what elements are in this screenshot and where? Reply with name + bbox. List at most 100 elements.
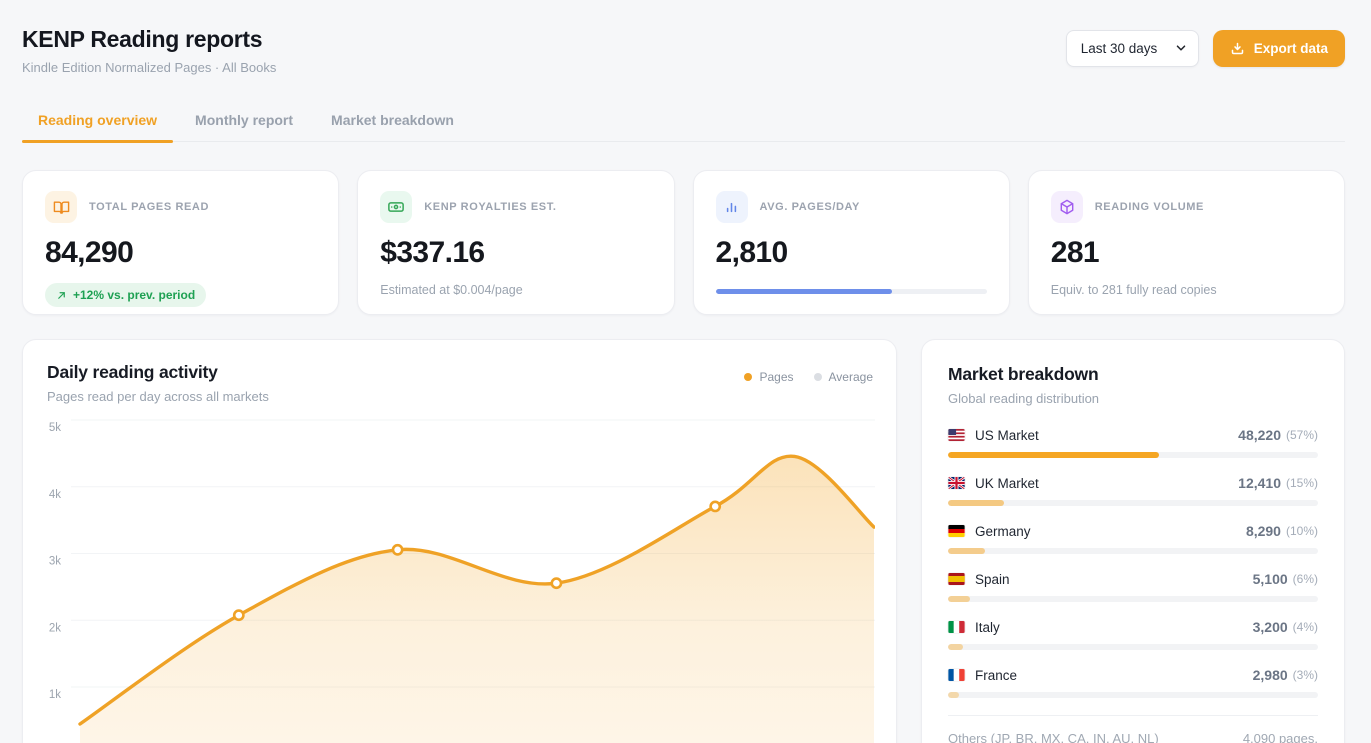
market-row-germany: Germany 8,290 (10%) <box>948 523 1318 554</box>
tab-reading-overview[interactable]: Reading overview <box>22 102 174 143</box>
export-button-label: Export data <box>1253 41 1328 56</box>
market-bar-fill <box>948 500 1004 506</box>
market-value: 8,290 <box>1245 523 1281 539</box>
market-value: 2,980 <box>1252 667 1288 683</box>
market-name: Spain <box>975 571 1010 587</box>
market-pct: (4%) <box>1292 620 1318 634</box>
market-pct: (10%) <box>1285 524 1318 538</box>
stat-value: 84,290 <box>45 236 134 269</box>
svg-text:4k: 4k <box>49 489 61 501</box>
market-row-uk: UK Market 12,410 (15%) <box>948 475 1318 506</box>
avg-pages-progress-track <box>715 289 987 294</box>
stat-label: READING VOLUME <box>1094 201 1204 213</box>
pages-data-markers <box>232 500 722 622</box>
market-bar-track <box>948 644 1318 650</box>
market-bar-track <box>948 692 1318 698</box>
cube-icon <box>1050 191 1083 223</box>
market-breakdown-panel: Market breakdown Global reading distribu… <box>921 339 1345 743</box>
market-row-spain: Spain 5,100 (6%) <box>948 571 1318 602</box>
chart-subtitle: Pages read per day across all markets <box>47 389 269 404</box>
market-pct: (3%) <box>1292 668 1318 682</box>
period-select-wrap: Last 30 days <box>1065 30 1199 67</box>
market-value: 3,200 <box>1252 619 1288 635</box>
flag-us-icon <box>948 429 965 441</box>
legend-dot-pages <box>744 373 753 381</box>
daily-chart-svg: 5k 4k 3k 2k 1k <box>49 419 876 743</box>
market-bar-fill <box>948 644 963 650</box>
market-others-row: Others (JP, BR, MX, CA, IN, AU, NL) 4,09… <box>948 715 1318 743</box>
stat-cards: TOTAL PAGES READ 84,290 +12% vs. prev. p… <box>22 170 1345 315</box>
market-name: France <box>975 667 1018 683</box>
legend-item-average[interactable]: Average <box>813 370 873 384</box>
daily-reading-activity-panel: Daily reading activity Pages read per da… <box>22 339 897 743</box>
market-bar-fill <box>948 452 1159 458</box>
stat-value: 281 <box>1050 236 1100 269</box>
stat-value: 2,810 <box>715 236 789 269</box>
flag-it-icon <box>948 621 965 633</box>
market-value: 5,100 <box>1252 571 1288 587</box>
market-subtitle: Global reading distribution <box>948 391 1100 406</box>
stat-card-reading-volume: READING VOLUME 281 Equiv. to 281 fully r… <box>1027 170 1345 315</box>
page-header: KENP Reading reports Kindle Edition Norm… <box>22 0 1345 75</box>
trend-badge-label: +12% vs. prev. period <box>73 288 196 302</box>
stat-subtext: Estimated at $0.004/page <box>380 283 523 297</box>
market-title: Market breakdown <box>948 364 1099 384</box>
pages-area-fill <box>80 456 874 743</box>
tab-monthly-report[interactable]: Monthly report <box>195 112 294 128</box>
others-label: Others (JP, BR, MX, CA, IN, AU, NL) <box>948 731 1159 743</box>
book-open-icon <box>45 191 77 223</box>
legend-label: Pages <box>759 370 794 384</box>
market-bar-track <box>948 548 1318 554</box>
market-name: Germany <box>975 523 1031 539</box>
market-bar-track <box>948 596 1318 602</box>
market-name: Italy <box>975 619 1000 635</box>
period-select[interactable]: Last 30 days <box>1065 30 1199 67</box>
market-pct: (6%) <box>1292 572 1318 586</box>
bar-chart-icon <box>715 191 748 223</box>
stat-value: $337.16 <box>380 236 485 269</box>
stat-card-avg-pages: AVG. PAGES/DAY 2,810 <box>692 170 1010 315</box>
market-name: US Market <box>975 427 1039 443</box>
tab-bar: Reading overview Monthly report Market b… <box>22 102 1345 143</box>
stat-card-royalties: KENP ROYALTIES EST. $337.16 Estimated at… <box>357 170 675 315</box>
market-pct: (15%) <box>1285 476 1318 490</box>
export-data-button[interactable]: Export data <box>1212 30 1345 67</box>
flag-de-icon <box>948 525 965 537</box>
market-bar-track <box>948 452 1318 458</box>
svg-text:5k: 5k <box>49 422 61 434</box>
stat-subtext: Equiv. to 281 fully read copies <box>1050 283 1217 297</box>
market-name: UK Market <box>975 475 1039 491</box>
tab-market-breakdown[interactable]: Market breakdown <box>331 112 454 128</box>
market-row-italy: Italy 3,200 (4%) <box>948 619 1318 650</box>
page-title: KENP Reading reports <box>22 26 263 52</box>
stat-card-total-pages: TOTAL PAGES READ 84,290 +12% vs. prev. p… <box>22 170 340 315</box>
market-bar-fill <box>948 596 971 602</box>
stat-label: AVG. PAGES/DAY <box>759 201 860 213</box>
trend-badge: +12% vs. prev. period <box>45 283 207 307</box>
market-bar-fill <box>948 548 985 554</box>
svg-text:3k: 3k <box>49 556 61 568</box>
market-bar-track <box>948 500 1318 506</box>
market-value: 48,220 <box>1238 427 1281 443</box>
flag-fr-icon <box>948 669 965 681</box>
avg-pages-progress-fill <box>715 289 892 294</box>
legend-item-pages[interactable]: Pages <box>744 370 794 384</box>
main-content: Daily reading activity Pages read per da… <box>22 339 1345 743</box>
arrow-up-right-icon <box>58 291 65 299</box>
market-pct: (57%) <box>1285 428 1318 442</box>
banknote-icon <box>380 191 413 223</box>
legend-dot-average <box>813 373 822 381</box>
stat-label: KENP ROYALTIES EST. <box>424 201 557 213</box>
chart-legend: Pages Average <box>744 370 873 384</box>
chart-title: Daily reading activity <box>47 362 218 382</box>
market-rows: US Market 48,220 (57%) UK Market 12,410 … <box>948 427 1318 698</box>
flag-uk-icon <box>948 477 965 489</box>
header-controls: Last 30 days Export data <box>1065 30 1345 67</box>
market-bar-fill <box>948 692 960 698</box>
others-value: 4,090 pages. <box>1242 731 1318 743</box>
svg-text:1k: 1k <box>49 689 61 701</box>
page-subtitle: Kindle Edition Normalized Pages · All Bo… <box>22 60 277 75</box>
legend-label: Average <box>828 370 873 384</box>
market-row-france: France 2,980 (3%) <box>948 667 1318 698</box>
